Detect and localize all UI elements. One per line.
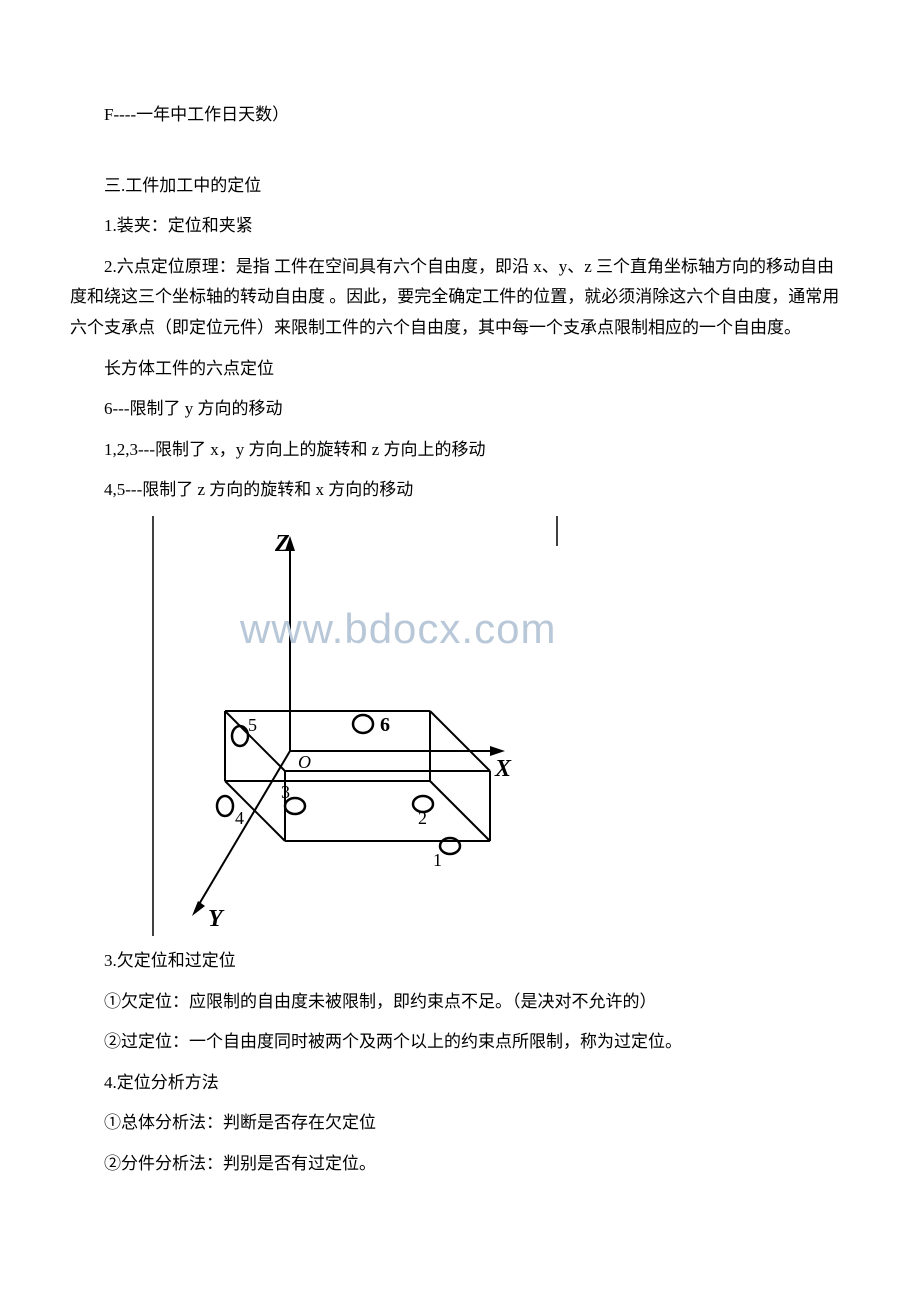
point4-label: 4 <box>235 808 244 828</box>
y-label: Y <box>208 906 225 932</box>
cuboid-title: 长方体工件的六点定位 <box>70 354 850 385</box>
point45: 4,5---限制了 z 方向的旋转和 x 方向的移动 <box>70 475 850 506</box>
diagram-container: www.bdocx.com Z X Y <box>150 516 850 936</box>
cuboid-diagram: Z X Y <box>150 516 560 936</box>
document-content: F----一年中工作日天数） 三.工件加工中的定位 1.装夹：定位和夹紧 2.六… <box>70 100 850 1180</box>
item4-1: ①总体分析法：判断是否存在欠定位 <box>70 1108 850 1139</box>
o-label: O <box>298 752 311 772</box>
line-f: F----一年中工作日天数） <box>70 100 850 131</box>
watermark: www.bdocx.com <box>240 591 556 667</box>
z-label: Z <box>274 531 290 557</box>
item3: 3.欠定位和过定位 <box>70 946 850 977</box>
x-label: X <box>494 756 512 782</box>
point123: 1,2,3---限制了 x，y 方向上的旋转和 z 方向上的移动 <box>70 435 850 466</box>
point3-label: 3 <box>281 782 290 802</box>
section3-title: 三.工件加工中的定位 <box>70 171 850 202</box>
item3-1: ①欠定位：应限制的自由度未被限制，即约束点不足。（是决对不允许的） <box>70 987 850 1018</box>
item4-2: ②分件分析法：判别是否有过定位。 <box>70 1149 850 1180</box>
item4: 4.定位分析方法 <box>70 1068 850 1099</box>
point6: 6---限制了 y 方向的移动 <box>70 394 850 425</box>
point6-label: 6 <box>380 714 390 736</box>
item1: 1.装夹：定位和夹紧 <box>70 211 850 242</box>
spacer <box>70 141 850 171</box>
item2: 2.六点定位原理：是指 工件在空间具有六个自由度，即沿 x、y、z 三个直角坐标… <box>70 252 850 344</box>
item3-2: ②过定位：一个自由度同时被两个及两个以上的约束点所限制，称为过定位。 <box>70 1027 850 1058</box>
point2-label: 2 <box>418 808 427 828</box>
point5-label: 5 <box>248 715 257 735</box>
point1-label: 1 <box>433 850 442 870</box>
